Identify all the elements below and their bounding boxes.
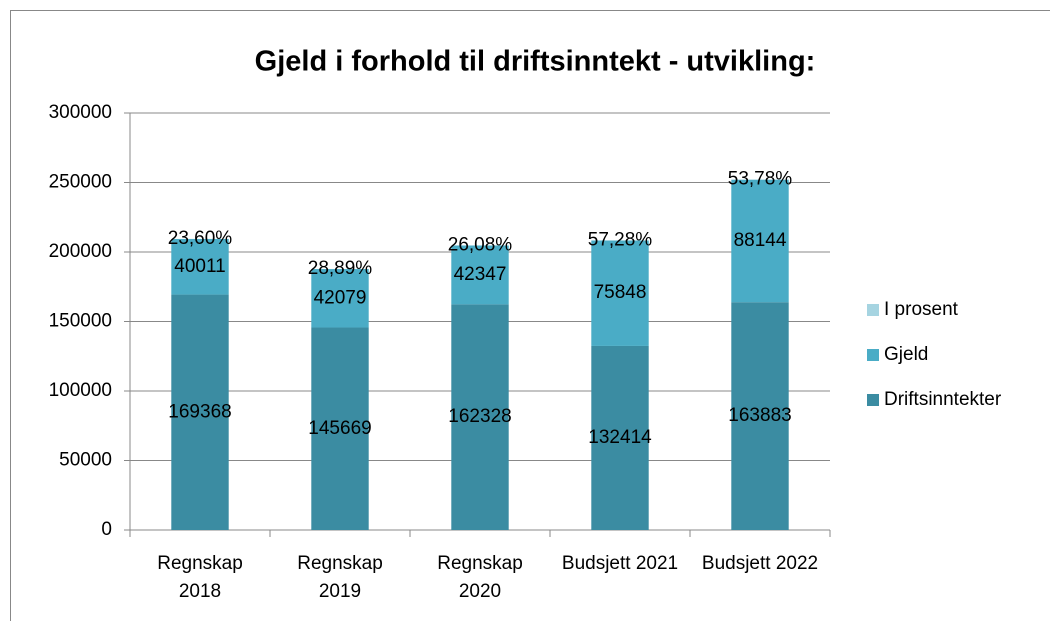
bar-segment xyxy=(591,240,649,346)
data-label: 40011 xyxy=(174,256,225,277)
data-label: 162328 xyxy=(448,406,511,427)
data-label: 26,08% xyxy=(448,234,513,255)
legend-label: Driftsinntekter xyxy=(884,389,1002,410)
y-tick-label: 250000 xyxy=(49,172,112,193)
y-tick-label: 200000 xyxy=(49,241,112,262)
bar-segment xyxy=(311,269,369,328)
legend-label: Gjeld xyxy=(884,344,928,365)
legend-label: I prosent xyxy=(884,299,959,320)
y-tick-label: 50000 xyxy=(59,450,112,471)
x-tick-label: Budsjett 2021 xyxy=(561,553,679,574)
x-tick-label: Budsjett 2022 xyxy=(701,553,819,574)
bar-segment xyxy=(311,327,369,530)
data-label: 57,28% xyxy=(588,229,653,250)
y-tick-label: 150000 xyxy=(49,311,112,332)
bar-segment xyxy=(171,294,229,530)
bar-segment xyxy=(171,238,229,295)
data-label: 23,60% xyxy=(168,228,233,249)
y-tick-label: 0 xyxy=(101,519,112,540)
data-label: 132414 xyxy=(588,427,652,448)
data-label: 88144 xyxy=(734,230,787,251)
data-label: 75848 xyxy=(594,282,647,303)
y-tick-label: 100000 xyxy=(49,380,112,401)
legend-swatch xyxy=(867,349,879,361)
chart-title: Gjeld i forhold til driftsinntekt - utvi… xyxy=(255,46,816,78)
data-label: 169368 xyxy=(168,401,231,422)
data-label: 53,78% xyxy=(728,169,793,190)
data-label: 163883 xyxy=(728,405,791,426)
bar-segment xyxy=(451,245,509,305)
legend-swatch xyxy=(867,394,879,406)
data-label: 42347 xyxy=(454,264,507,285)
bar-segment xyxy=(451,304,509,530)
x-tick-label: Regnskap 2018 xyxy=(157,553,243,602)
x-tick-label: Regnskap 2019 xyxy=(297,553,383,602)
data-label: 42079 xyxy=(314,287,367,308)
data-label: 28,89% xyxy=(308,258,373,279)
bar-segment xyxy=(731,302,789,530)
data-label: 145669 xyxy=(308,418,371,439)
x-tick-label: Regnskap 2020 xyxy=(437,553,523,602)
y-tick-label: 300000 xyxy=(49,102,112,123)
bar-segment xyxy=(731,179,789,303)
bar-segment xyxy=(591,345,649,530)
legend-swatch xyxy=(867,304,879,316)
